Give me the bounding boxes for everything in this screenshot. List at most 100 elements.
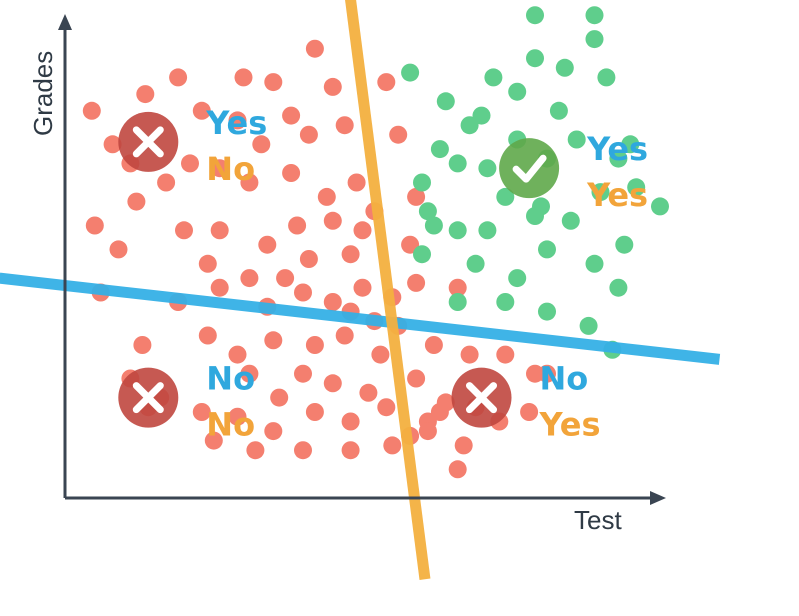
point-red	[282, 164, 301, 182]
point-red	[454, 436, 473, 455]
point-green	[597, 68, 616, 87]
point-red	[136, 85, 155, 104]
x-axis-arrow	[650, 491, 666, 505]
point-red	[210, 159, 229, 178]
point-green	[579, 316, 598, 335]
point-green	[651, 197, 669, 216]
point-green	[430, 140, 449, 159]
point-red	[294, 364, 312, 383]
orange-boundary-line	[345, 0, 431, 580]
point-red	[240, 364, 259, 383]
quadrant-label-blue: Yes	[586, 130, 648, 168]
x-axis-label: Test	[574, 505, 622, 535]
quadrant-label-blue: Yes	[205, 104, 267, 142]
point-green	[424, 216, 443, 235]
point-green	[585, 254, 604, 273]
point-red	[192, 101, 211, 120]
point-green	[585, 6, 604, 25]
point-red	[305, 403, 324, 421]
point-red	[288, 216, 307, 235]
point-red	[353, 278, 372, 297]
point-red	[305, 39, 324, 58]
point-green	[555, 58, 574, 77]
point-red	[383, 436, 402, 455]
point-green	[508, 269, 527, 288]
point-red	[133, 336, 152, 354]
quadrant-annotation: Yes No	[118, 104, 267, 188]
point-green	[567, 130, 586, 149]
point-red	[258, 235, 277, 254]
point-green	[526, 6, 544, 25]
point-green	[561, 211, 580, 230]
point-red	[198, 254, 217, 273]
point-red	[448, 460, 467, 479]
point-green	[615, 235, 634, 254]
quadrant-label-orange: Yes	[586, 176, 648, 214]
point-red	[520, 403, 539, 421]
point-green	[478, 159, 497, 178]
point-green	[448, 221, 467, 240]
blue-boundary-line	[0, 272, 721, 365]
point-red	[341, 245, 360, 264]
point-red	[317, 187, 336, 206]
quadrant-label-blue: No	[206, 360, 255, 398]
point-green	[609, 278, 628, 297]
point-green	[418, 202, 437, 221]
point-red	[270, 388, 289, 407]
quadrant-annotation: No No	[118, 360, 255, 444]
check-icon	[499, 138, 560, 199]
axes	[58, 14, 666, 505]
point-red	[341, 441, 360, 460]
point-red	[127, 192, 146, 211]
quadrant-annotation: Yes Yes	[499, 130, 648, 214]
point-green	[549, 101, 568, 120]
point-red	[341, 412, 360, 431]
point-red	[323, 374, 342, 393]
point-green	[538, 240, 556, 259]
point-red	[418, 422, 437, 441]
point-green	[621, 135, 640, 154]
point-red	[496, 345, 515, 364]
point-red	[246, 441, 265, 460]
point-green	[413, 245, 431, 264]
point-red	[353, 221, 372, 240]
point-green	[448, 293, 467, 311]
point-red	[377, 398, 396, 417]
point-red	[407, 273, 426, 292]
point-green	[585, 30, 604, 49]
point-green	[526, 49, 544, 68]
point-red	[407, 369, 426, 388]
point-green	[413, 173, 431, 192]
point-green	[627, 178, 646, 197]
point-red	[335, 326, 354, 345]
point-red	[526, 364, 544, 383]
point-red	[264, 422, 283, 441]
point-red	[240, 173, 259, 192]
point-green	[496, 187, 515, 206]
point-red	[282, 106, 301, 125]
point-red	[85, 216, 104, 235]
point-red	[252, 135, 271, 154]
point-red	[210, 221, 229, 240]
point-red	[389, 125, 408, 144]
point-green	[508, 82, 527, 101]
point-red	[192, 403, 211, 421]
point-red	[228, 111, 247, 130]
quadrant-annotations: Yes No Yes Yes No No No Yes	[118, 104, 648, 444]
point-red	[276, 269, 295, 288]
point-green	[401, 63, 420, 82]
point-green	[448, 154, 467, 173]
point-red	[169, 68, 188, 87]
point-green	[538, 302, 556, 321]
cross-icon	[451, 367, 512, 428]
point-red	[377, 73, 396, 92]
point-red	[103, 135, 122, 154]
point-red	[460, 345, 479, 364]
point-red	[294, 283, 312, 302]
quadrant-label-orange: No	[206, 150, 255, 188]
point-red	[424, 336, 443, 354]
point-red	[198, 326, 217, 345]
cross-icon	[118, 111, 179, 172]
quadrant-annotation: No Yes	[451, 360, 600, 444]
